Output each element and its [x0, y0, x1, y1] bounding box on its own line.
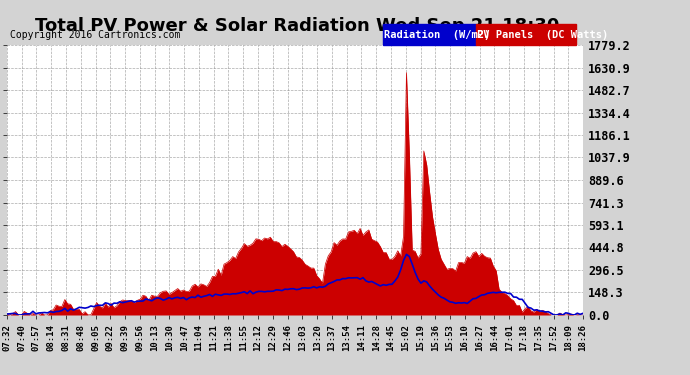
- Text: Radiation  (W/m2): Radiation (W/m2): [384, 30, 491, 40]
- Text: PV Panels  (DC Watts): PV Panels (DC Watts): [477, 30, 609, 40]
- Text: Total PV Power & Solar Radiation Wed Sep 21 18:30: Total PV Power & Solar Radiation Wed Sep…: [34, 17, 559, 35]
- Text: Copyright 2016 Cartronics.com: Copyright 2016 Cartronics.com: [10, 30, 181, 40]
